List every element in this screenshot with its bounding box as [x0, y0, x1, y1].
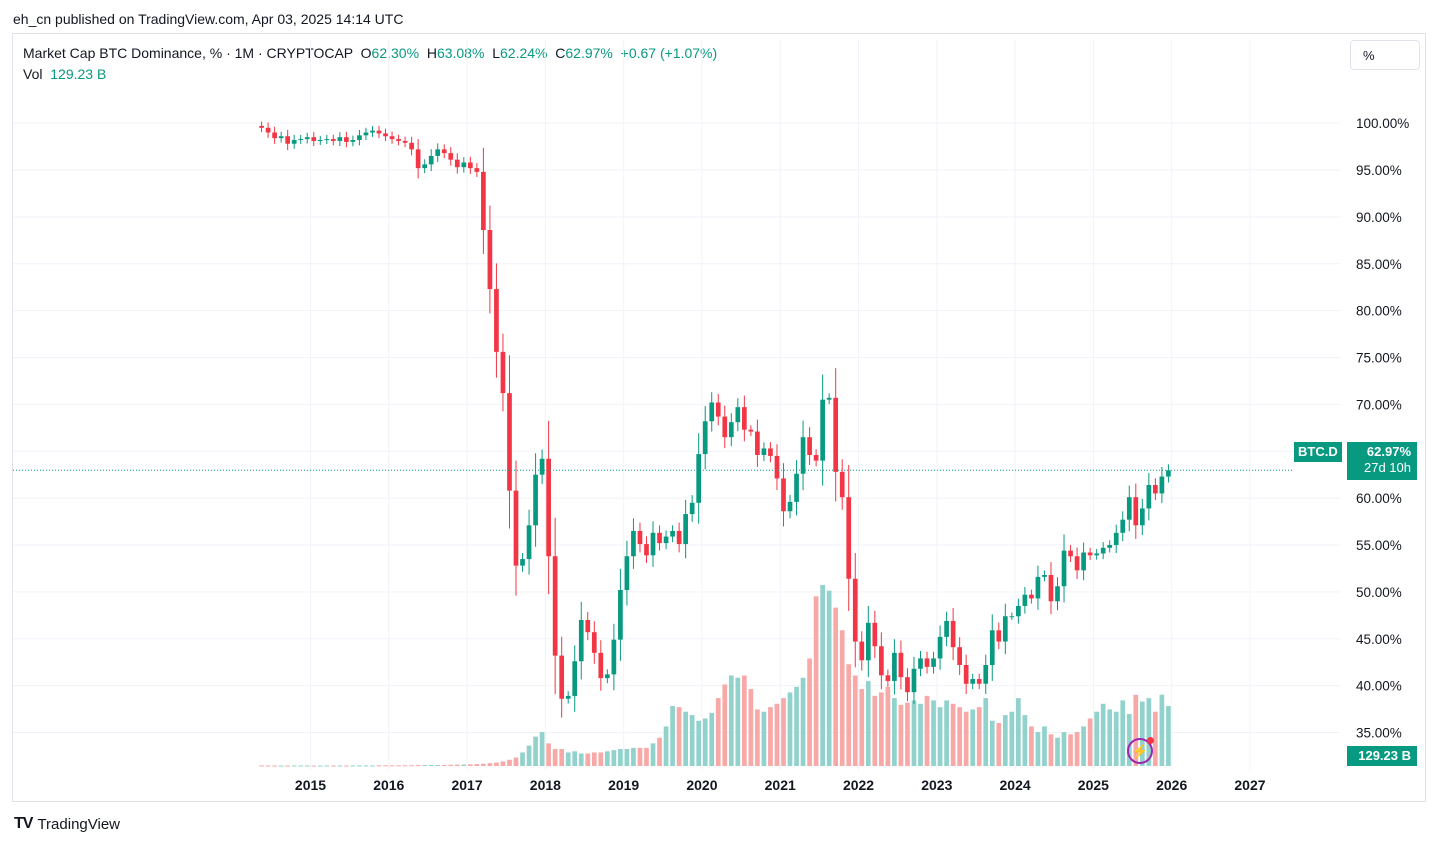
published-info: eh_cn published on TradingView.com, Apr … [13, 11, 404, 27]
high-label: H [426, 45, 437, 61]
high-value: 63.08% [436, 45, 485, 61]
volume-label[interactable]: Vol [23, 66, 43, 82]
price-badge-symbol: BTC.D [1294, 442, 1342, 462]
volume-badge: 129.23 B [1347, 746, 1417, 766]
lightning-icon[interactable]: ⚡ [1127, 737, 1154, 764]
close-label: C [555, 45, 566, 61]
low-label: L [492, 45, 500, 61]
volume-legend: Vol 129.23 B [23, 66, 106, 82]
percent-scale-button[interactable]: % [1350, 40, 1420, 70]
brand-name: TradingView [37, 815, 120, 833]
open-label: O [360, 45, 372, 61]
low-value: 62.24% [500, 45, 548, 61]
symbol-title[interactable]: Market Cap BTC Dominance, % · 1M · CRYPT… [23, 45, 353, 61]
last-price: 62.97% [1366, 444, 1411, 459]
chart-frame [12, 33, 1426, 802]
tradingview-brand[interactable]: TV TradingView [14, 815, 120, 833]
symbol-legend: Market Cap BTC Dominance, % · 1M · CRYPT… [23, 45, 717, 61]
tradingview-logo-icon: TV [14, 815, 33, 832]
open-value: 62.30% [371, 45, 420, 61]
bar-countdown: 27d 10h [1364, 460, 1411, 475]
close-value: 62.97% [565, 45, 613, 61]
change-value: +0.67 (+1.07%) [620, 45, 718, 61]
volume-value: 129.23 B [50, 66, 107, 82]
notification-dot [1147, 737, 1154, 744]
price-badge-value: 62.97% 27d 10h [1347, 442, 1417, 480]
